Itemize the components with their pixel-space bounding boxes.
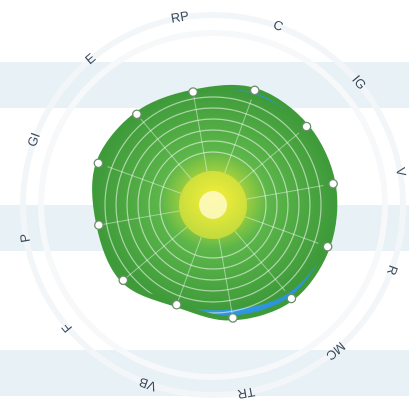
background-bands bbox=[0, 62, 409, 396]
axis-label: P bbox=[17, 233, 33, 244]
grid-spoke bbox=[174, 236, 202, 311]
grid-ring bbox=[148, 140, 278, 270]
data-point-marker bbox=[94, 220, 104, 230]
halo-ring bbox=[20, 12, 406, 398]
data-point-marker bbox=[301, 121, 312, 132]
grid-spoke bbox=[246, 185, 324, 200]
data-point-marker bbox=[171, 299, 182, 310]
grid-spoke bbox=[193, 94, 208, 172]
data-point-marker bbox=[118, 275, 129, 286]
data-point-marker bbox=[249, 85, 260, 96]
grid-spoke bbox=[102, 210, 180, 225]
grid-spoke bbox=[234, 230, 286, 292]
data-point-marker bbox=[322, 241, 333, 252]
axis-label: VB bbox=[137, 374, 158, 394]
grid-ring bbox=[159, 151, 267, 259]
axis-label: RP bbox=[170, 8, 190, 26]
grid-ring bbox=[104, 96, 322, 314]
axis-label: TR bbox=[236, 384, 256, 402]
background-band bbox=[0, 350, 409, 396]
axis-label: GI bbox=[24, 131, 43, 149]
data-point-marker bbox=[286, 293, 297, 304]
grid-spoke bbox=[126, 226, 188, 278]
grid-spoke bbox=[238, 132, 300, 184]
grid-spoke bbox=[140, 118, 192, 180]
data-point-marker bbox=[132, 109, 142, 120]
grid-spoke bbox=[244, 216, 319, 244]
grid-ring bbox=[126, 118, 300, 292]
grid-ring bbox=[115, 107, 311, 303]
axis-label: V bbox=[393, 166, 409, 177]
grid-spoke bbox=[107, 166, 182, 194]
grid-ring bbox=[137, 129, 289, 281]
grid-spoke bbox=[224, 99, 252, 174]
grid-spoke bbox=[218, 238, 233, 316]
halo-ring bbox=[38, 30, 388, 380]
data-point-marker bbox=[188, 87, 198, 97]
data-point-marker bbox=[228, 313, 238, 323]
center-glow-core bbox=[199, 191, 227, 219]
data-point-marker bbox=[93, 158, 104, 169]
outer-halo-rings bbox=[20, 12, 406, 398]
data-point-marker bbox=[328, 178, 338, 189]
